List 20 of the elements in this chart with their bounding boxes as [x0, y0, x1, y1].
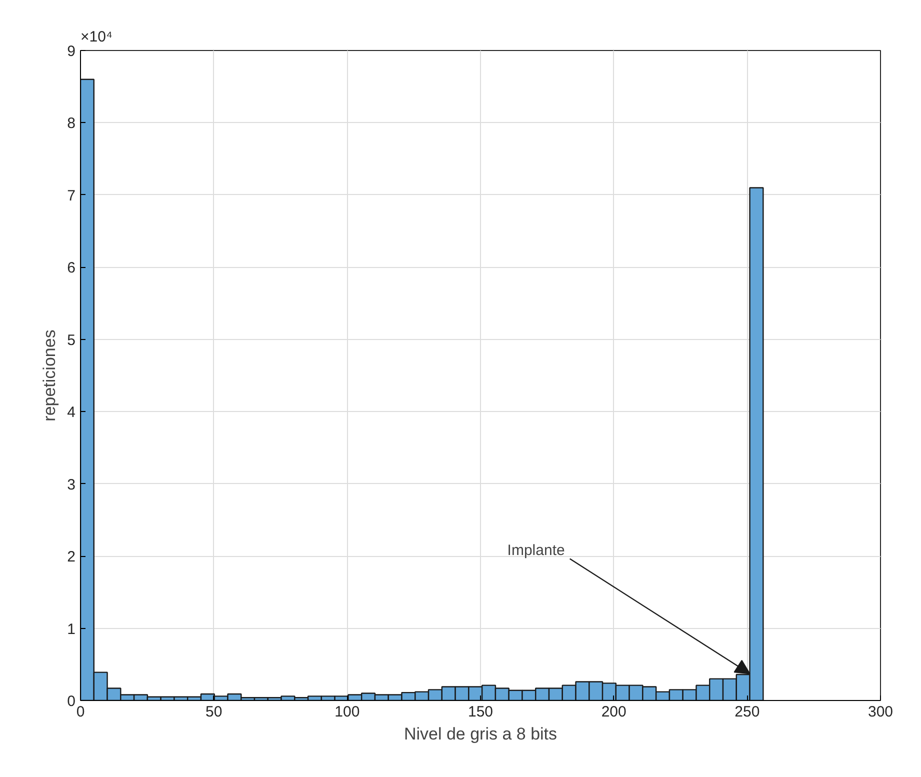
y-tick-label: 9	[67, 43, 76, 60]
x-tick-label: 300	[868, 704, 894, 720]
y-tick-label: 0	[67, 693, 76, 710]
x-tick-label: 250	[734, 704, 760, 720]
y-tick-label: 2	[67, 548, 76, 566]
y-tick-label: 7	[67, 187, 76, 204]
y-tick-label: 3	[67, 476, 76, 494]
x-tick-label: 100	[334, 704, 360, 720]
y-tick-label: 6	[67, 260, 76, 277]
y-tick-label: 1	[67, 620, 76, 638]
y-tick-label: 4	[67, 404, 76, 422]
x-tick-label: 150	[468, 704, 494, 720]
x-tick-label: 50	[205, 704, 222, 720]
annotation: Implante	[507, 542, 565, 559]
y-axis-title: repeticiones	[40, 330, 60, 422]
x-tick-label: 200	[601, 704, 626, 720]
y-tick-label: 8	[67, 115, 76, 132]
y-tick-label: 5	[67, 332, 76, 349]
text: ×10⁴	[80, 28, 112, 46]
x-axis-title: Nivel de gris a 8 bits	[404, 724, 558, 744]
